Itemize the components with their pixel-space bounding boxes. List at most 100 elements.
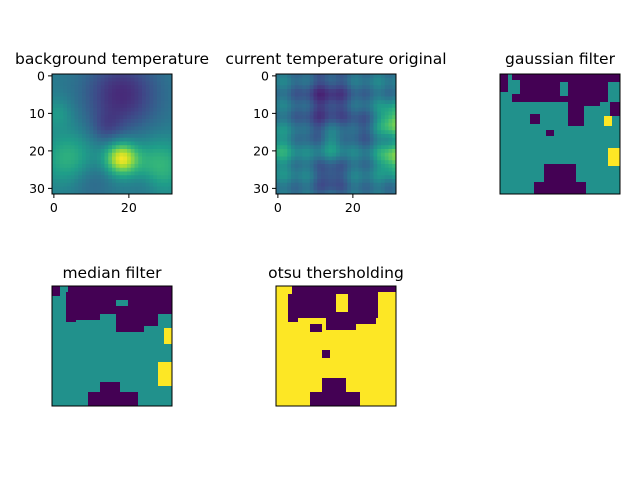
heatmap-cell	[104, 107, 109, 112]
heatmap-cell	[149, 77, 154, 82]
heatmap-cell	[373, 156, 378, 161]
heatmap-cell	[317, 130, 322, 135]
heatmap-cell	[309, 137, 314, 142]
heatmap-cell	[384, 130, 389, 135]
heatmap-cell	[78, 182, 83, 187]
heatmap-cell	[153, 190, 158, 195]
heatmap-cell	[70, 111, 75, 116]
heatmap-cell	[52, 92, 57, 97]
heatmap-cell	[321, 152, 326, 157]
heatmap-cell	[351, 182, 356, 187]
heatmap-cell	[276, 190, 281, 195]
heatmap-cell	[377, 100, 382, 105]
heatmap-cell	[306, 145, 311, 150]
heatmap-cell	[343, 96, 348, 101]
heatmap-cell	[294, 111, 299, 116]
heatmap-cell	[112, 141, 117, 146]
mask-region	[608, 148, 620, 166]
heatmap-cell	[104, 152, 109, 157]
heatmap-cell	[119, 164, 124, 169]
heatmap-cell	[63, 126, 68, 131]
heatmap-cell	[127, 77, 132, 82]
heatmap-cell	[347, 186, 352, 191]
heatmap-cell	[63, 156, 68, 161]
heatmap-cell	[287, 115, 292, 120]
heatmap-cell	[70, 175, 75, 180]
heatmap-cell	[108, 104, 113, 109]
heatmap-cell	[358, 122, 363, 127]
heatmap-cell	[306, 149, 311, 154]
heatmap-cell	[384, 85, 389, 90]
heatmap-cell	[134, 167, 139, 172]
heatmap-cell	[164, 164, 169, 169]
heatmap-cell	[145, 156, 150, 161]
heatmap-cell	[74, 134, 79, 139]
heatmap-cell	[377, 107, 382, 112]
heatmap-cell	[63, 145, 68, 150]
heatmap-cell	[85, 122, 90, 127]
heatmap-cell	[306, 81, 311, 86]
heatmap-cell	[392, 96, 397, 101]
heatmap-cell	[343, 92, 348, 97]
heatmap-cell	[358, 134, 363, 139]
heatmap-cell	[384, 81, 389, 86]
heatmap-cell	[351, 92, 356, 97]
heatmap-cell	[108, 92, 113, 97]
heatmap-cell	[298, 179, 303, 184]
heatmap-cell	[157, 111, 162, 116]
heatmap-cell	[328, 156, 333, 161]
heatmap-cell	[85, 190, 90, 195]
heatmap-cell	[138, 137, 143, 142]
mask-region	[604, 116, 612, 126]
frame-background-temperature	[51, 73, 173, 195]
heatmap-cell	[313, 100, 318, 105]
heatmap-cell	[127, 149, 132, 154]
heatmap-cell	[332, 89, 337, 94]
heatmap-cell	[149, 145, 154, 150]
heatmap-cell	[55, 81, 60, 86]
heatmap-cell	[276, 107, 281, 112]
heatmap-cell	[336, 100, 341, 105]
heatmap-cell	[108, 122, 113, 127]
heatmap-cell	[168, 81, 173, 86]
heatmap-cell	[392, 160, 397, 165]
heatmap-cell	[279, 107, 284, 112]
heatmap-cell	[354, 145, 359, 150]
heatmap-cell	[74, 149, 79, 154]
heatmap-cell	[127, 126, 132, 131]
heatmap-cell	[377, 141, 382, 146]
heatmap-cell	[74, 186, 79, 191]
y-tick-label: 30	[253, 181, 269, 196]
heatmap-cell	[354, 96, 359, 101]
heatmap-cell	[369, 89, 374, 94]
heatmap-cell	[134, 119, 139, 124]
heatmap-cell	[100, 190, 105, 195]
heatmap-cell	[168, 175, 173, 180]
heatmap-cell	[347, 182, 352, 187]
heatmap-cell	[138, 77, 143, 82]
heatmap-cell	[392, 156, 397, 161]
heatmap-cell	[351, 126, 356, 131]
heatmap-cell	[279, 145, 284, 150]
heatmap-cell	[78, 126, 83, 131]
heatmap-cell	[115, 186, 120, 191]
heatmap-cell	[164, 167, 169, 172]
heatmap-cell	[89, 145, 94, 150]
heatmap-cell	[283, 186, 288, 191]
heatmap-cell	[366, 122, 371, 127]
heatmap-cell	[347, 111, 352, 116]
heatmap-cell	[384, 141, 389, 146]
heatmap-cell	[343, 77, 348, 82]
heatmap-cell	[97, 126, 102, 131]
heatmap-cell	[332, 115, 337, 120]
mask-region	[310, 392, 360, 406]
heatmap-cell	[104, 164, 109, 169]
heatmap-cell	[279, 85, 284, 90]
heatmap-cell	[343, 104, 348, 109]
heatmap-cell	[55, 111, 60, 116]
heatmap-cell	[123, 100, 128, 105]
heatmap-cell	[358, 119, 363, 124]
heatmap-cell	[119, 89, 124, 94]
heatmap-cell	[145, 145, 150, 150]
